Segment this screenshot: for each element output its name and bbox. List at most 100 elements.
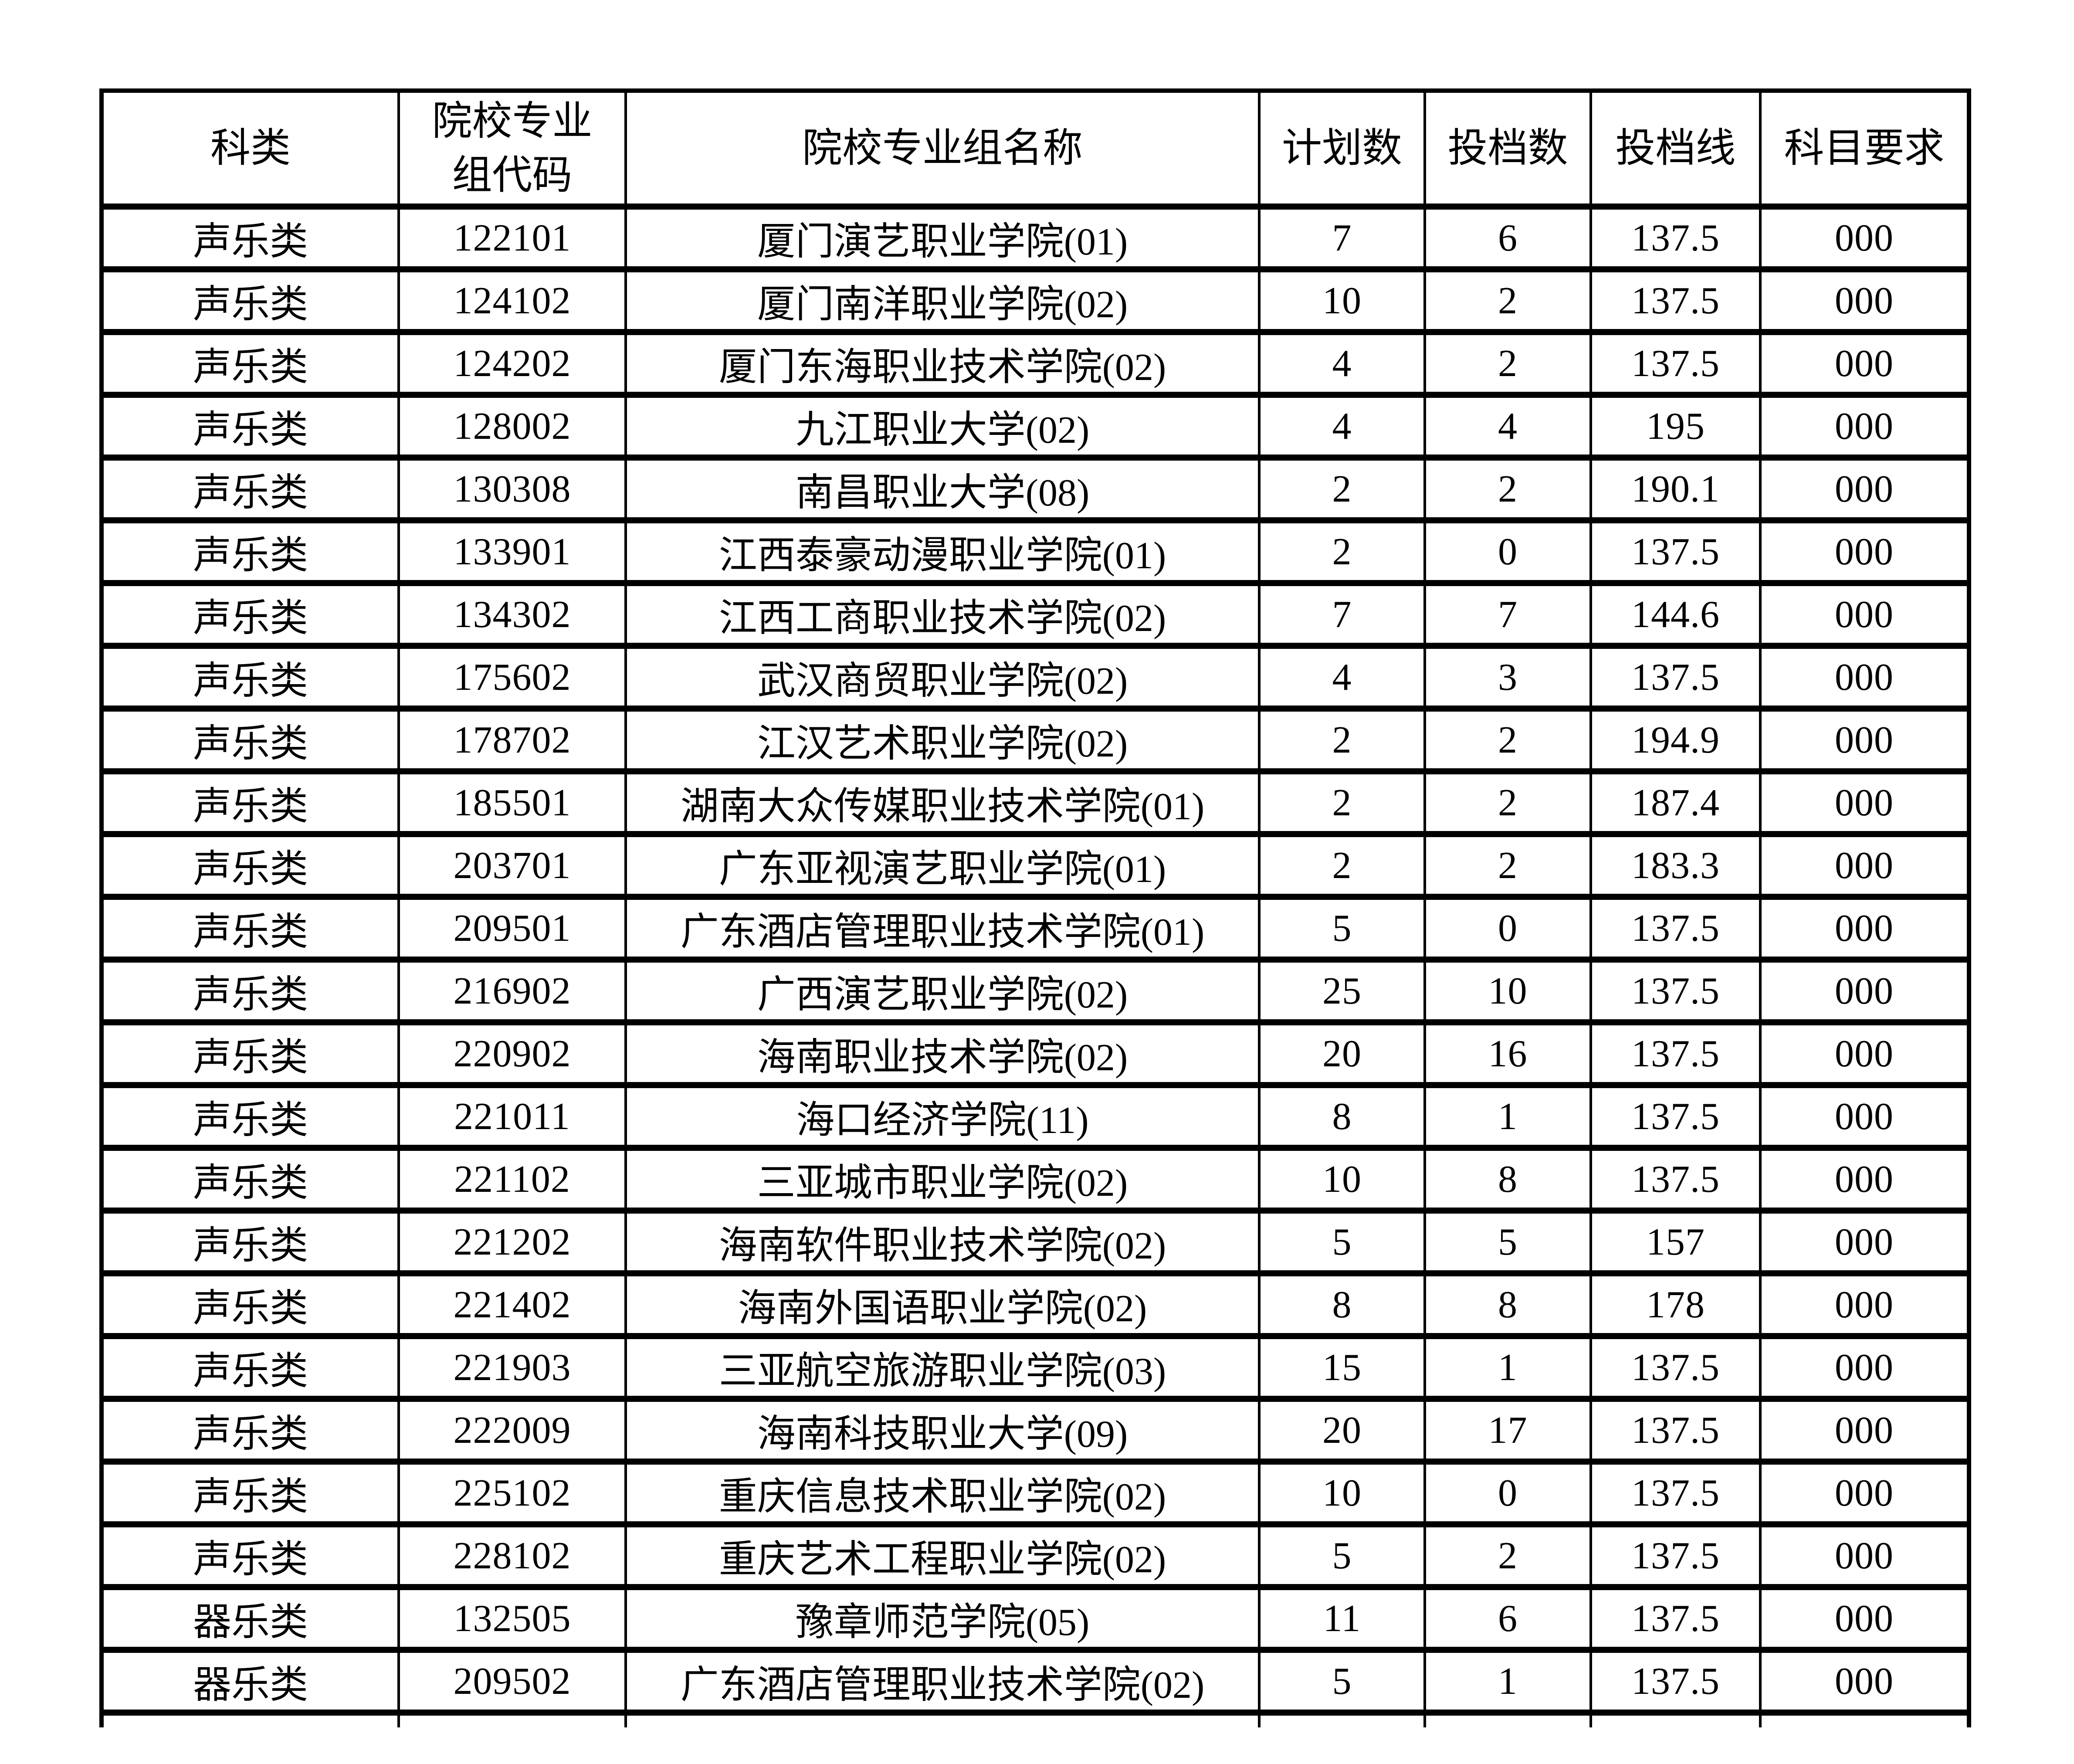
cell-code: 221011	[400, 1088, 624, 1145]
cell-name: 三亚城市职业学院(02)	[627, 1151, 1258, 1208]
cell-name: 广东酒店管理职业技术学院(02)	[627, 1653, 1258, 1710]
cell-filed: 5	[1426, 1214, 1589, 1270]
cell-code: 132505	[400, 1590, 624, 1647]
cell-code: 130308	[400, 461, 624, 517]
partial-row-stub	[1592, 1716, 1759, 1727]
cell-name: 厦门演艺职业学院(01)	[627, 210, 1258, 266]
cell-plan: 2	[1261, 461, 1423, 517]
cell-code: 221903	[400, 1339, 624, 1396]
cell-requirement: 000	[1762, 1025, 1967, 1082]
cell-plan: 10	[1261, 272, 1423, 329]
cell-line: 187.4	[1592, 774, 1759, 831]
cell-line: 137.5	[1592, 1151, 1759, 1208]
cell-category: 声乐类	[104, 586, 397, 643]
cell-filed: 8	[1426, 1276, 1589, 1333]
cell-code: 133901	[400, 523, 624, 580]
cell-code: 134302	[400, 586, 624, 643]
cell-name: 厦门东海职业技术学院(02)	[627, 335, 1258, 392]
cell-line: 137.5	[1592, 1527, 1759, 1584]
cell-category: 声乐类	[104, 1214, 397, 1270]
cell-plan: 8	[1261, 1276, 1423, 1333]
cell-name: 重庆信息技术职业学院(02)	[627, 1465, 1258, 1521]
cell-line: 194.9	[1592, 712, 1759, 768]
cell-requirement: 000	[1762, 1653, 1967, 1710]
header-cell: 院校专业组名称	[627, 93, 1258, 204]
cell-category: 声乐类	[104, 272, 397, 329]
cell-filed: 3	[1426, 649, 1589, 706]
cell-requirement: 000	[1762, 712, 1967, 768]
cell-category: 器乐类	[104, 1653, 397, 1710]
cell-filed: 6	[1426, 210, 1589, 266]
cell-filed: 1	[1426, 1339, 1589, 1396]
cell-category: 声乐类	[104, 1465, 397, 1521]
cell-name: 三亚航空旅游职业学院(03)	[627, 1339, 1258, 1396]
cell-code: 228102	[400, 1527, 624, 1584]
cell-plan: 2	[1261, 712, 1423, 768]
cell-code: 221402	[400, 1276, 624, 1333]
cell-line: 137.5	[1592, 1465, 1759, 1521]
cell-filed: 1	[1426, 1088, 1589, 1145]
header-cell: 投档数	[1426, 93, 1589, 204]
cell-plan: 10	[1261, 1151, 1423, 1208]
cell-line: 137.5	[1592, 1653, 1759, 1710]
admission-table-grid: 科类 院校专业 组代码 院校专业组名称 计划数 投档数 投档线 科目要求 声乐类 122101 厦…	[104, 93, 1967, 1727]
cell-category: 声乐类	[104, 335, 397, 392]
cell-filed: 2	[1426, 335, 1589, 392]
cell-plan: 20	[1261, 1402, 1423, 1459]
cell-category: 声乐类	[104, 1025, 397, 1082]
cell-plan: 2	[1261, 837, 1423, 894]
cell-category: 声乐类	[104, 398, 397, 455]
cell-requirement: 000	[1762, 1339, 1967, 1396]
cell-code: 178702	[400, 712, 624, 768]
cell-requirement: 000	[1762, 272, 1967, 329]
cell-line: 137.5	[1592, 1025, 1759, 1082]
cell-category: 声乐类	[104, 1339, 397, 1396]
cell-filed: 2	[1426, 712, 1589, 768]
cell-requirement: 000	[1762, 649, 1967, 706]
cell-category: 声乐类	[104, 963, 397, 1019]
cell-plan: 5	[1261, 1214, 1423, 1270]
cell-name: 江西工商职业技术学院(02)	[627, 586, 1258, 643]
cell-filed: 16	[1426, 1025, 1589, 1082]
cell-requirement: 000	[1762, 900, 1967, 957]
cell-requirement: 000	[1762, 398, 1967, 455]
cell-plan: 7	[1261, 586, 1423, 643]
cell-category: 声乐类	[104, 712, 397, 768]
cell-requirement: 000	[1762, 1151, 1967, 1208]
cell-filed: 8	[1426, 1151, 1589, 1208]
cell-name: 湖南大众传媒职业技术学院(01)	[627, 774, 1258, 831]
partial-row-stub	[1762, 1716, 1967, 1727]
cell-filed: 0	[1426, 900, 1589, 957]
partial-row-stub	[400, 1716, 624, 1727]
partial-row-stub	[1261, 1716, 1423, 1727]
cell-filed: 4	[1426, 398, 1589, 455]
cell-plan: 25	[1261, 963, 1423, 1019]
cell-requirement: 000	[1762, 1214, 1967, 1270]
cell-category: 声乐类	[104, 649, 397, 706]
cell-code: 124102	[400, 272, 624, 329]
cell-filed: 1	[1426, 1653, 1589, 1710]
cell-name: 重庆艺术工程职业学院(02)	[627, 1527, 1258, 1584]
cell-requirement: 000	[1762, 210, 1967, 266]
cell-code: 209502	[400, 1653, 624, 1710]
cell-line: 137.5	[1592, 963, 1759, 1019]
cell-name: 南昌职业大学(08)	[627, 461, 1258, 517]
cell-category: 声乐类	[104, 1402, 397, 1459]
cell-plan: 11	[1261, 1590, 1423, 1647]
header-cell: 院校专业 组代码	[400, 93, 624, 204]
cell-requirement: 000	[1762, 1527, 1967, 1584]
header-cell: 科类	[104, 93, 397, 204]
cell-code: 225102	[400, 1465, 624, 1521]
cell-plan: 8	[1261, 1088, 1423, 1145]
cell-filed: 2	[1426, 837, 1589, 894]
cell-filed: 2	[1426, 1527, 1589, 1584]
cell-plan: 2	[1261, 774, 1423, 831]
cell-line: 190.1	[1592, 461, 1759, 517]
cell-category: 声乐类	[104, 1527, 397, 1584]
cell-filed: 0	[1426, 523, 1589, 580]
cell-category: 声乐类	[104, 1088, 397, 1145]
cell-requirement: 000	[1762, 774, 1967, 831]
cell-code: 175602	[400, 649, 624, 706]
cell-requirement: 000	[1762, 837, 1967, 894]
header-cell: 科目要求	[1762, 93, 1967, 204]
